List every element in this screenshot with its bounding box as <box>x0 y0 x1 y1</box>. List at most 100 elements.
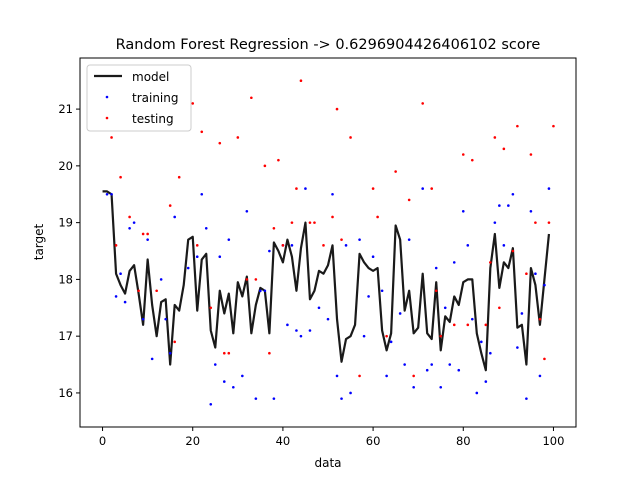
training-point <box>204 227 208 230</box>
x-tick-label: 60 <box>366 434 381 448</box>
testing-point <box>376 215 379 219</box>
training-point <box>272 397 276 400</box>
training-point <box>362 334 366 338</box>
training-point <box>317 306 321 310</box>
training-point <box>299 334 303 338</box>
x-axis-label: data <box>314 456 341 470</box>
training-point <box>398 312 402 315</box>
y-tick-label: 17 <box>58 329 73 343</box>
training-point <box>128 227 131 230</box>
training-point <box>259 289 262 293</box>
testing-point <box>195 244 199 247</box>
training-point <box>538 374 542 378</box>
testing-point <box>272 227 276 230</box>
y-tick-label: 16 <box>58 386 73 400</box>
legend-box <box>86 64 192 132</box>
training-point <box>403 363 406 366</box>
training-point <box>164 317 167 321</box>
training-point <box>475 391 479 395</box>
training-point <box>335 374 339 378</box>
training-point <box>443 306 447 310</box>
legend-label-model: model <box>132 70 169 84</box>
training-point <box>186 266 190 270</box>
training-point <box>200 192 204 196</box>
testing-point <box>385 334 388 338</box>
training-point <box>222 380 226 383</box>
training-point <box>543 283 546 287</box>
testing-point <box>502 147 506 151</box>
training-point <box>434 266 438 270</box>
testing-point <box>245 278 249 281</box>
training-point <box>119 272 122 276</box>
testing-point <box>191 102 195 105</box>
testing-point <box>335 107 339 111</box>
testing-point <box>322 244 325 247</box>
training-point <box>493 221 497 224</box>
training-point <box>421 187 424 190</box>
testing-point <box>313 221 316 224</box>
y-tick-label: 18 <box>58 272 73 286</box>
testing-point <box>177 175 181 179</box>
training-point <box>168 351 172 355</box>
training-point <box>358 238 361 241</box>
testing-point <box>146 232 149 236</box>
training-point <box>173 215 176 219</box>
training-point <box>534 272 537 276</box>
x-tick-label: 100 <box>542 434 564 448</box>
training-point <box>245 209 249 213</box>
legend-marker-training <box>105 95 109 99</box>
testing-point <box>358 374 361 378</box>
training-point <box>159 278 163 281</box>
legend-marker-testing <box>105 116 109 120</box>
training-point <box>461 209 465 213</box>
testing-point <box>236 136 240 139</box>
training-point <box>439 385 443 389</box>
testing-point <box>543 357 546 361</box>
training-point <box>520 312 524 315</box>
training-point <box>448 363 452 366</box>
testing-point <box>534 221 537 224</box>
testing-point <box>227 351 231 355</box>
training-point <box>141 317 145 321</box>
training-point <box>295 329 298 332</box>
training-point <box>308 329 312 332</box>
training-point <box>105 192 109 196</box>
testing-point <box>263 164 267 168</box>
testing-point <box>277 158 280 162</box>
training-point <box>132 221 136 224</box>
training-point <box>123 300 127 304</box>
training-point <box>466 244 470 247</box>
testing-point <box>141 232 145 236</box>
y-tick-label: 20 <box>58 159 73 173</box>
training-point <box>241 374 244 378</box>
testing-point <box>484 323 488 327</box>
training-point <box>380 289 384 293</box>
testing-point <box>137 289 140 293</box>
legend-label-training: training <box>132 91 179 105</box>
legend: model training testing <box>86 64 192 132</box>
training-point <box>470 317 474 321</box>
testing-point <box>349 136 352 139</box>
testing-point <box>340 238 343 241</box>
testing-point <box>552 124 555 128</box>
training-point <box>304 187 307 190</box>
testing-point <box>290 221 294 224</box>
training-point <box>349 391 352 395</box>
training-point <box>326 317 330 321</box>
training-point <box>498 204 501 207</box>
training-point <box>263 289 267 293</box>
testing-point <box>430 187 434 190</box>
training-point <box>547 187 551 190</box>
testing-point <box>218 141 222 145</box>
legend-label-testing: testing <box>132 112 174 126</box>
testing-point <box>308 221 312 224</box>
training-point <box>218 255 222 258</box>
training-point <box>407 238 411 241</box>
y-tick-label: 21 <box>58 102 73 116</box>
testing-point <box>516 124 519 128</box>
testing-point <box>371 187 375 190</box>
testing-point <box>250 96 253 100</box>
chart-title: Random Forest Regression -> 0.6296904426… <box>116 37 541 53</box>
training-point <box>213 363 217 366</box>
